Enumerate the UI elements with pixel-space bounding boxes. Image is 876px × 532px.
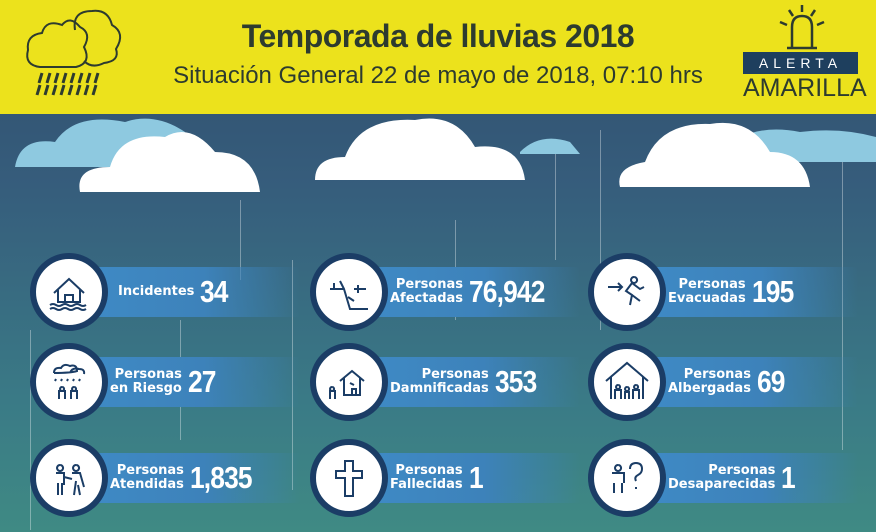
stat-value: 1,835 (189, 460, 253, 495)
stat-label: Personas Desaparecidas (668, 463, 776, 492)
stat-card: Personas Evacuadas 195 (588, 253, 876, 331)
cloud-icon (15, 118, 260, 192)
stat-icon-circle (588, 253, 666, 331)
cross-icon (335, 460, 363, 497)
stat-label: Personas en Riesgo (110, 367, 182, 396)
flooded-house-icon (49, 277, 87, 311)
stat-icon-circle (310, 343, 388, 421)
stat-label: Personas Damnificadas (390, 367, 489, 396)
stat-card: Personas Afectadas 76,942 (310, 253, 610, 331)
stat-value: 195 (751, 274, 794, 309)
missing-person-icon (612, 461, 644, 493)
stat-label: Personas Afectadas (390, 277, 464, 306)
stat-value: 1 (468, 460, 484, 495)
stat-card: Personas Atendidas 1,835 (30, 439, 330, 517)
stat-value: 1 (781, 460, 796, 495)
stat-icon-circle (30, 253, 108, 331)
stat-label: Incidentes (118, 284, 195, 299)
assisted-people-icon (56, 464, 85, 496)
people-in-rain-icon (53, 363, 86, 399)
page-title: Temporada de lluvias 2018 (241, 18, 635, 54)
siren-icon (779, 5, 825, 50)
stat-card: Incidentes 34 (30, 253, 330, 331)
header-banner: Temporada de lluvias 2018 Situación Gene… (0, 0, 876, 114)
stat-card: Personas Desaparecidas 1 (588, 439, 876, 517)
alert-badge: ALERTA AMARILLA (743, 52, 867, 102)
page-subtitle: Situación General 22 de mayo de 2018, 07… (173, 62, 703, 89)
stat-icon-circle (30, 343, 108, 421)
rain-cloud-icon (26, 9, 122, 96)
stat-label: Personas Fallecidas (390, 463, 463, 492)
shelter-icon (605, 361, 649, 399)
alert-level: AMARILLA (743, 74, 867, 102)
stat-card: Personas Damnificadas 353 (310, 343, 610, 421)
landslide-icon (330, 280, 368, 310)
stat-value: 34 (200, 274, 229, 309)
stat-value: 353 (494, 364, 537, 399)
stat-icon-circle (310, 253, 388, 331)
stat-icon-circle (30, 439, 108, 517)
stat-card: Personas en Riesgo 27 (30, 343, 330, 421)
stat-card: Personas Fallecidas 1 (310, 439, 610, 517)
evacuation-icon (608, 276, 645, 306)
stat-value: 76,942 (469, 274, 545, 309)
stat-value: 69 (756, 364, 785, 399)
stat-value: 27 (187, 364, 216, 399)
alert-label: ALERTA (743, 52, 858, 74)
stat-label: Personas Atendidas (110, 463, 184, 492)
stat-icon-circle (310, 439, 388, 517)
cloud-icon (520, 122, 876, 187)
stat-label: Personas Albergadas (668, 367, 751, 396)
damaged-house-icon (329, 369, 365, 399)
stat-icon-circle (588, 343, 666, 421)
cloud-icon (315, 118, 525, 180)
stat-label: Personas Evacuadas (668, 277, 746, 306)
stat-card: Personas Albergadas 69 (588, 343, 876, 421)
stat-icon-circle (588, 439, 666, 517)
